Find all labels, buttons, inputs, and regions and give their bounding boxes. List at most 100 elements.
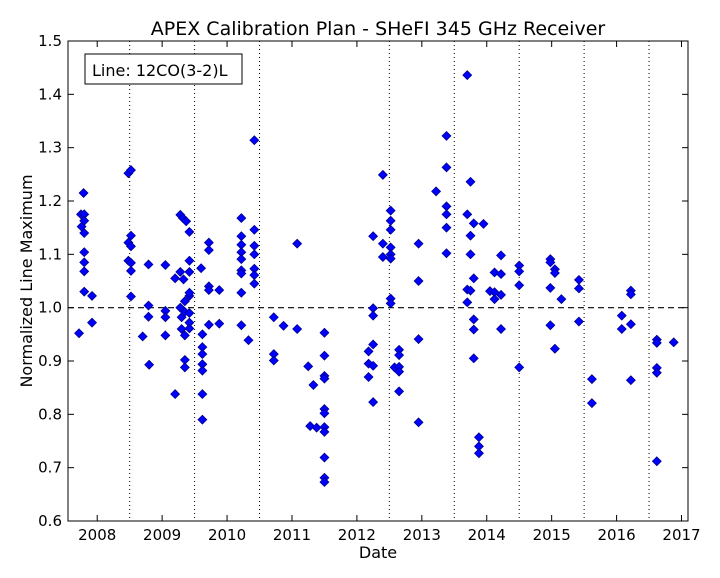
data-point-55	[197, 329, 208, 340]
data-point-139	[441, 162, 452, 173]
data-point-7	[79, 247, 90, 258]
data-point-104	[319, 452, 330, 463]
data-point-180	[556, 294, 567, 305]
data-point-3	[78, 188, 89, 198]
data-point-165	[496, 250, 506, 261]
data-point-53	[184, 323, 195, 334]
data-point-189	[625, 289, 636, 300]
data-point-97	[319, 350, 330, 361]
x-tick-label-4: 2012	[338, 526, 376, 544]
data-point-147	[462, 297, 473, 308]
data-point-145	[462, 209, 473, 220]
data-point-190	[625, 319, 636, 330]
data-point-60	[197, 389, 208, 400]
data-point-172	[514, 362, 525, 373]
data-point-68	[214, 318, 225, 329]
x-tick-label-1: 2009	[143, 526, 181, 544]
y-tick-label-2: 0.8	[38, 405, 62, 423]
data-point-32	[170, 273, 181, 284]
y-tick-label-0: 0.6	[38, 512, 62, 530]
data-point-175	[545, 282, 556, 293]
plot-area-frame	[67, 40, 689, 522]
data-point-59	[197, 365, 208, 376]
x-tick-label-9: 2017	[662, 526, 700, 544]
data-point-38	[184, 266, 195, 277]
data-point-138	[441, 130, 452, 141]
y-tick-label-1: 0.7	[38, 459, 62, 477]
line-annotation-box: Line: 12CO(3-2)L	[84, 53, 243, 85]
data-point-149	[465, 230, 476, 241]
data-point-29	[160, 312, 171, 323]
data-point-141	[441, 209, 452, 220]
data-point-65	[203, 285, 214, 296]
data-point-67	[214, 285, 225, 296]
x-axis-label: Date	[359, 543, 397, 562]
data-point-118	[377, 252, 388, 262]
data-point-167	[496, 289, 506, 300]
data-point-22	[137, 331, 148, 342]
data-point-85	[249, 278, 260, 289]
data-point-131	[394, 366, 405, 377]
data-point-110	[368, 231, 379, 242]
data-point-195	[651, 367, 662, 378]
data-point-75	[236, 268, 247, 279]
chart-title: APEX Calibration Plan - SHeFI 345 GHz Re…	[151, 18, 606, 40]
data-point-136	[413, 417, 424, 428]
data-point-54	[196, 263, 207, 274]
data-point-103	[319, 426, 330, 437]
data-point-88	[268, 355, 279, 366]
data-point-0	[74, 328, 85, 339]
data-point-26	[144, 359, 155, 370]
data-point-23	[143, 259, 154, 270]
data-point-126	[385, 298, 396, 309]
data-point-78	[243, 335, 254, 346]
data-point-92	[303, 361, 314, 372]
data-point-170	[514, 266, 525, 277]
x-tick-label-5: 2013	[403, 526, 441, 544]
y-tick-label-5: 1.1	[38, 245, 62, 263]
data-point-39	[184, 255, 195, 266]
data-point-185	[586, 398, 597, 409]
data-point-80	[249, 224, 260, 235]
data-point-66	[203, 319, 214, 330]
data-point-6	[79, 228, 90, 238]
data-point-35	[181, 216, 192, 227]
vertical-grid-lines	[129, 41, 650, 521]
data-point-132	[394, 386, 405, 397]
data-point-36	[175, 266, 186, 277]
data-point-48	[179, 362, 190, 373]
data-point-17	[126, 241, 136, 252]
x-axis-ticks: 2008 2009 2010 2011 2012 2013 2014 2015 2016 2017	[78, 41, 701, 544]
x-tick-label-3: 2011	[273, 526, 311, 544]
data-point-156	[468, 353, 479, 364]
data-point-40	[184, 226, 195, 237]
data-point-179	[549, 343, 560, 354]
data-point-115	[368, 397, 379, 408]
data-point-76	[236, 287, 247, 298]
data-point-106	[319, 477, 330, 488]
data-point-117	[377, 238, 388, 249]
x-tick-label-2: 2010	[208, 526, 246, 544]
x-tick-label-7: 2015	[533, 526, 571, 544]
data-point-96	[319, 327, 330, 338]
data-point-57	[197, 349, 208, 360]
data-point-178	[549, 268, 560, 278]
y-tick-label-9: 1.5	[38, 32, 62, 50]
data-point-31	[170, 389, 181, 400]
data-point-82	[249, 249, 260, 260]
data-point-84	[249, 270, 260, 281]
data-point-196	[651, 456, 662, 467]
data-point-152	[468, 218, 479, 229]
data-point-10	[79, 286, 90, 297]
x-tick-label-6: 2014	[468, 526, 506, 544]
data-point-133	[413, 238, 424, 249]
data-point-89	[278, 320, 289, 331]
data-point-193	[651, 337, 662, 348]
data-point-129	[394, 350, 405, 361]
data-point-9	[79, 266, 90, 277]
data-point-124	[385, 253, 396, 264]
y-tick-label-6: 1.2	[38, 192, 62, 210]
data-point-37	[178, 274, 189, 285]
data-point-69	[236, 213, 247, 224]
data-point-120	[385, 215, 396, 226]
